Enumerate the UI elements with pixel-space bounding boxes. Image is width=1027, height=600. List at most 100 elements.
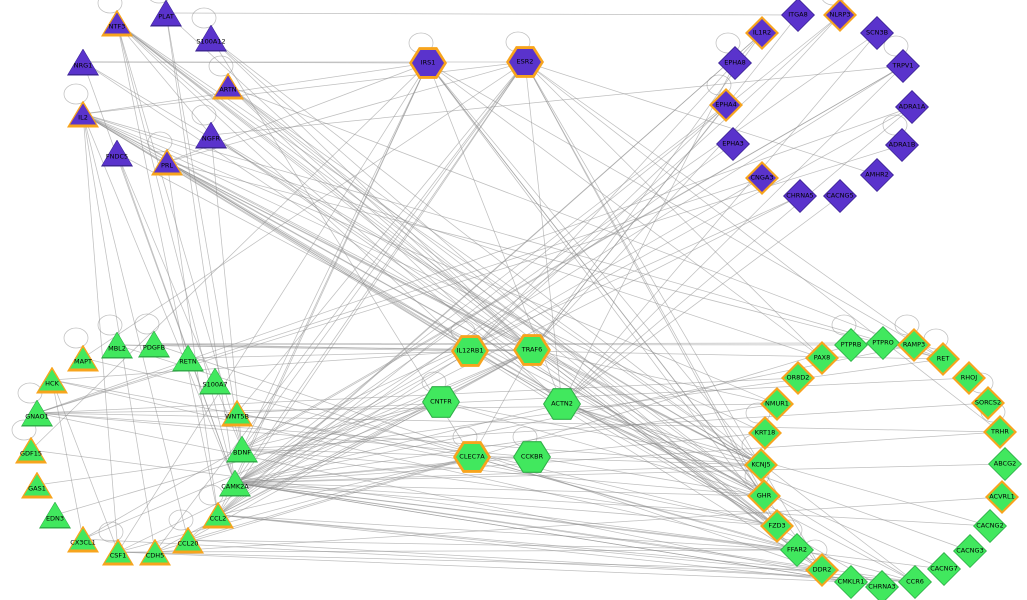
self-loop-CCL20	[168, 509, 194, 531]
node-label-CCL20: CCL20	[177, 539, 199, 548]
node-label-RHOJ: RHOJ	[960, 373, 978, 382]
node-label-NTF3: NTF3	[108, 22, 126, 31]
edge-CAMK2A-CACNG2	[234, 482, 991, 527]
node-label-FFAR2: FFAR2	[787, 545, 807, 554]
edge-CAMK2A-KRT18	[234, 432, 766, 484]
edge-CCL2-CMKLR1	[217, 514, 852, 583]
node-label-ADRA1A: ADRA1A	[898, 102, 926, 111]
edge-NGFR-TRAF6	[210, 134, 533, 351]
self-loop-IL2	[63, 83, 89, 105]
edge-CDH5-PTPRB	[154, 344, 852, 553]
node-label-PDGFB: PDGFB	[142, 343, 166, 352]
node-label-EPHA3: EPHA3	[722, 139, 744, 148]
edge-GNAO1-CHRNA3	[36, 412, 883, 588]
self-loop-ARTN	[208, 55, 234, 77]
edge-PRL-ESR2	[166, 61, 526, 163]
edge-FNDC5-BDNF	[116, 152, 243, 450]
edge-TRAF6-IL1R2	[531, 32, 763, 351]
edge-IL2-PAX8	[82, 113, 823, 359]
node-label-CCKBR: CCKBR	[520, 452, 544, 461]
edge-MAPT-FZD3	[82, 357, 778, 527]
edge-CCKBR-GNAO1	[36, 412, 533, 458]
node-label-NLRP3: NLRP3	[829, 10, 851, 19]
edge-CX3CL1-CCR6	[82, 538, 916, 583]
edge-CNTFR-KCNJ5	[440, 401, 762, 466]
edge-GNAO1-ADRA1B	[36, 144, 903, 414]
edge-CSF1-HCK	[51, 379, 119, 553]
node-label-RET: RET	[936, 354, 950, 363]
node-label-S100A7: S100A7	[202, 380, 228, 389]
edge-PRL-ACTN2	[166, 161, 563, 405]
node-label-FNDC5: FNDC5	[105, 152, 129, 161]
edge-BDNF-CHRNA5	[241, 195, 801, 450]
node-label-CHRNA3: CHRNA3	[868, 582, 896, 591]
node-label-GDF15: GDF15	[19, 449, 43, 458]
edge-TRAF6-KCNJ5	[531, 349, 762, 466]
node-label-TRPV1: TRPV1	[892, 61, 914, 70]
node-label-PRL: PRL	[160, 161, 174, 170]
edge-GNAO1-CNGA3	[36, 177, 763, 414]
edge-ESR2-WNT5B	[236, 61, 526, 414]
node-label-CLEC7A: CLEC7A	[459, 452, 485, 461]
edge-IL2-NMUR1	[82, 113, 778, 405]
edge-IL2-CAMK2A	[82, 113, 236, 484]
edge-TRAF6-CAMK2A	[234, 349, 533, 484]
edge-GDF15-FFAR2	[30, 449, 798, 551]
node-label-EPHA4: EPHA4	[715, 100, 737, 109]
node-label-CX3CL1: CX3CL1	[70, 538, 96, 547]
edge-TRAF6-EPHA4	[531, 104, 727, 351]
node-label-HCK: HCK	[45, 379, 59, 388]
edge-CAMK2A-NMUR1	[234, 403, 778, 484]
edge-CCL20-IL1R2	[187, 32, 763, 541]
self-loop-S100A12	[191, 7, 217, 29]
edge-CNTFR-BDNF	[241, 401, 442, 450]
edge-CAMK2A-TRHR	[234, 431, 1001, 484]
node-label-TRAF6: TRAF6	[521, 345, 543, 354]
edge-ARTN-RET	[227, 85, 944, 360]
node-label-EDN3: EDN3	[45, 514, 65, 523]
edge-IL2-KRT18	[82, 113, 766, 434]
node-label-KRT18: KRT18	[754, 428, 776, 437]
node-label-CMKLR1: CMKLR1	[837, 577, 865, 586]
edge-BDNF-GHR	[241, 448, 765, 497]
self-loop-NGFR	[191, 104, 217, 126]
node-label-IRS1: IRS1	[420, 58, 436, 67]
node-label-NMUR1: NMUR1	[765, 399, 789, 408]
edge-PRL-CCL2	[166, 161, 219, 516]
edge-TRAF6-CSF1	[117, 349, 533, 553]
node-label-CACNG3: CACNG3	[956, 546, 984, 555]
edge-BDNF-KCNJ5	[241, 448, 762, 466]
edge-PRL-RET	[166, 161, 944, 360]
self-loop-MAPT	[63, 327, 89, 349]
edge-CSF1-FFAR2	[117, 549, 798, 553]
self-loop-NTF3	[97, 0, 123, 14]
node-label-CSF1: CSF1	[109, 551, 127, 560]
edge-NTF3-CCL2	[116, 22, 219, 516]
node-label-SORCS2: SORCS2	[974, 398, 1002, 407]
edge-IL2-IL12RB1	[82, 113, 471, 352]
edge-ACTN2-SCN3B	[561, 32, 878, 405]
edge-HCK-FFAR2	[51, 379, 798, 551]
edge-CAMK2A-ADRA1A	[234, 106, 913, 484]
edge-CAMK2A-CNGA3	[234, 177, 763, 484]
node-label-GHR: GHR	[756, 491, 772, 500]
edge-GNAO1-OR8D2	[36, 377, 799, 414]
edge-ACTN2-KCNJ5	[561, 403, 762, 466]
edge-CSF1-CMKLR1	[117, 551, 852, 583]
edge-TRAF6-CX3CL1	[82, 349, 533, 540]
edge-BDNF-SORCS2	[241, 402, 989, 450]
node-label-TRHR: TRHR	[991, 427, 1009, 436]
edge-CAMK2A-EPHA4	[234, 104, 727, 484]
edge-ACTN2-EPHA8	[561, 62, 736, 405]
edge-CCL2-FFAR2	[217, 514, 798, 551]
edge-ARTN-GHR	[227, 85, 765, 497]
edge-CAMK2A-CHRNA3	[234, 482, 883, 588]
node-label-ACVRL1: ACVRL1	[989, 492, 1015, 501]
node-label-NGFR: NGFR	[201, 134, 221, 143]
edge-WNT5B-FZD3	[236, 412, 778, 527]
edge-BDNF-FZD3	[241, 448, 778, 527]
node-label-FZD3: FZD3	[768, 521, 786, 530]
node-label-S100A12: S100A12	[196, 37, 226, 46]
